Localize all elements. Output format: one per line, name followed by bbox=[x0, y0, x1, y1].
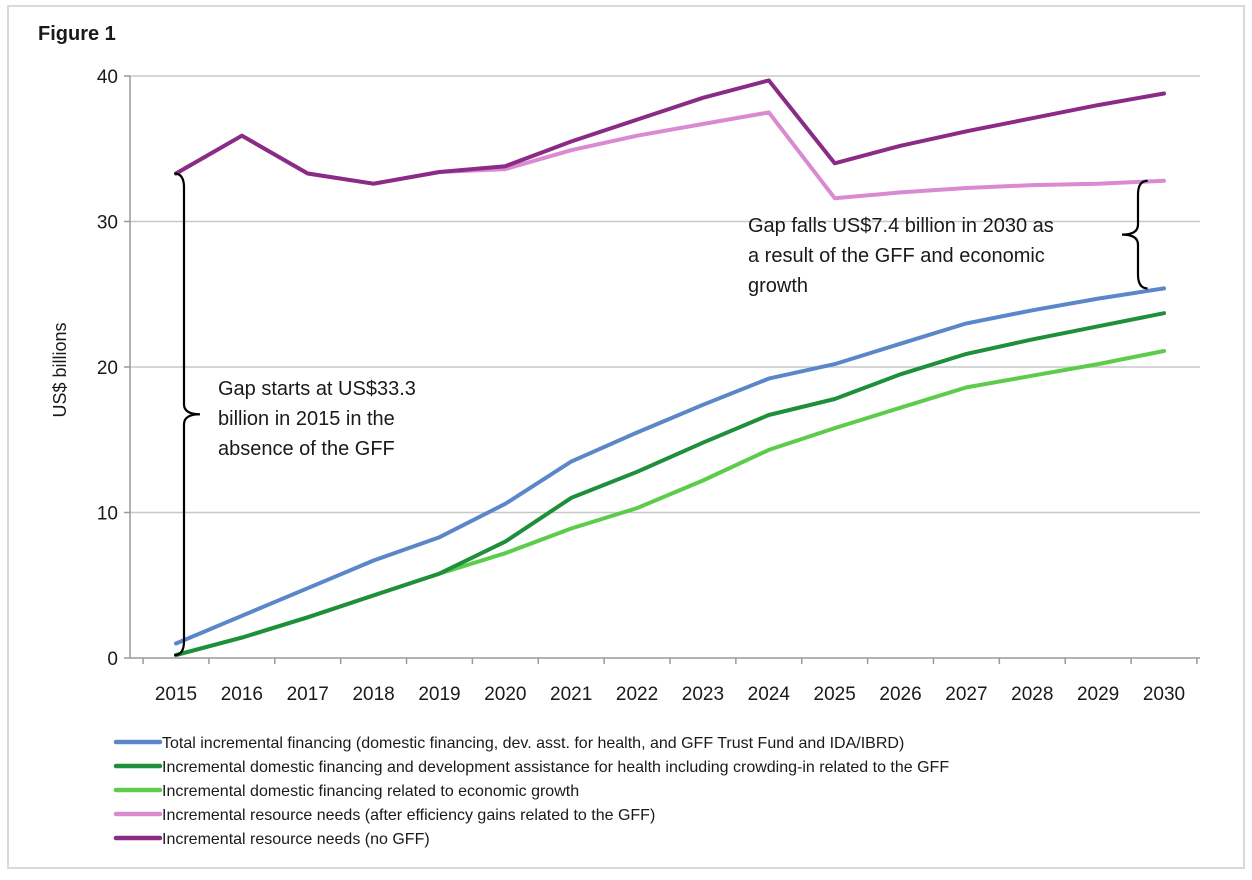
series-line-total bbox=[174, 286, 1166, 646]
x-tick-label: 2029 bbox=[1077, 684, 1119, 705]
legend-label-needs-efficiency: Incremental resource needs (after effici… bbox=[162, 807, 655, 824]
series-lines bbox=[174, 78, 1166, 658]
y-tick-label: 20 bbox=[97, 358, 118, 379]
legend-label-needs-no-gff: Incremental resource needs (no GFF) bbox=[162, 831, 430, 848]
annotation-bracket-gap-falls bbox=[1121, 179, 1148, 290]
legend-label-total: Total incremental financing (domestic fi… bbox=[162, 735, 904, 752]
x-tick-labels: 2015 2016 2017 2018 2019 2020 2021 2022 2023 2024… bbox=[155, 684, 1185, 705]
x-tick-label: 2019 bbox=[418, 684, 460, 705]
annotation-text-gap-falls: growth bbox=[748, 275, 808, 297]
y-tick-label: 30 bbox=[97, 213, 118, 234]
x-tick-label: 2028 bbox=[1011, 684, 1053, 705]
annotation-text-gap-falls: a result of the GFF and economic bbox=[748, 245, 1045, 267]
series-line-needs-no-gff bbox=[174, 78, 1166, 186]
x-tick-label: 2015 bbox=[155, 684, 197, 705]
figure-label: Figure 1 bbox=[38, 23, 116, 45]
x-tick-label: 2023 bbox=[682, 684, 724, 705]
annotation-text-gap-start: Gap starts at US$33.3 bbox=[218, 378, 416, 400]
legend-label-domestic-dev: Incremental domestic financing and devel… bbox=[162, 759, 949, 776]
x-tick-label: 2026 bbox=[879, 684, 921, 705]
series-line-domestic-dev bbox=[174, 311, 1166, 658]
x-tick-label: 2017 bbox=[287, 684, 329, 705]
annotation-bracket-gap-start bbox=[174, 172, 201, 657]
annotation-text-gap-start: absence of the GFF bbox=[218, 438, 395, 460]
annotations: Gap starts at US$33.3 billion in 2015 in … bbox=[174, 172, 1148, 657]
y-tick-label: 40 bbox=[97, 67, 118, 88]
legend: Total incremental financing (domestic fi… bbox=[113, 735, 949, 848]
x-tick-label: 2025 bbox=[814, 684, 856, 705]
annotation-text-gap-falls: Gap falls US$7.4 billion in 2030 as bbox=[748, 215, 1054, 237]
x-tick-label: 2022 bbox=[616, 684, 658, 705]
y-tick-labels: 0 10 20 30 40 bbox=[97, 67, 118, 670]
gridlines bbox=[130, 75, 1200, 514]
legend-label-domestic-growth: Incremental domestic financing related t… bbox=[162, 783, 579, 800]
x-tick-label: 2020 bbox=[484, 684, 526, 705]
annotation-text-gap-start: billion in 2015 in the bbox=[218, 408, 395, 430]
x-tick-label: 2021 bbox=[550, 684, 592, 705]
y-tick-label: 0 bbox=[107, 649, 118, 670]
x-tick-label: 2027 bbox=[945, 684, 987, 705]
y-tick-label: 10 bbox=[97, 504, 118, 525]
y-axis-title: US$ billions bbox=[50, 322, 70, 417]
x-tick-label: 2030 bbox=[1143, 684, 1185, 705]
axes bbox=[124, 75, 1200, 664]
x-tick-label: 2018 bbox=[352, 684, 394, 705]
x-tick-label: 2016 bbox=[221, 684, 263, 705]
x-tick-label: 2024 bbox=[748, 684, 791, 705]
